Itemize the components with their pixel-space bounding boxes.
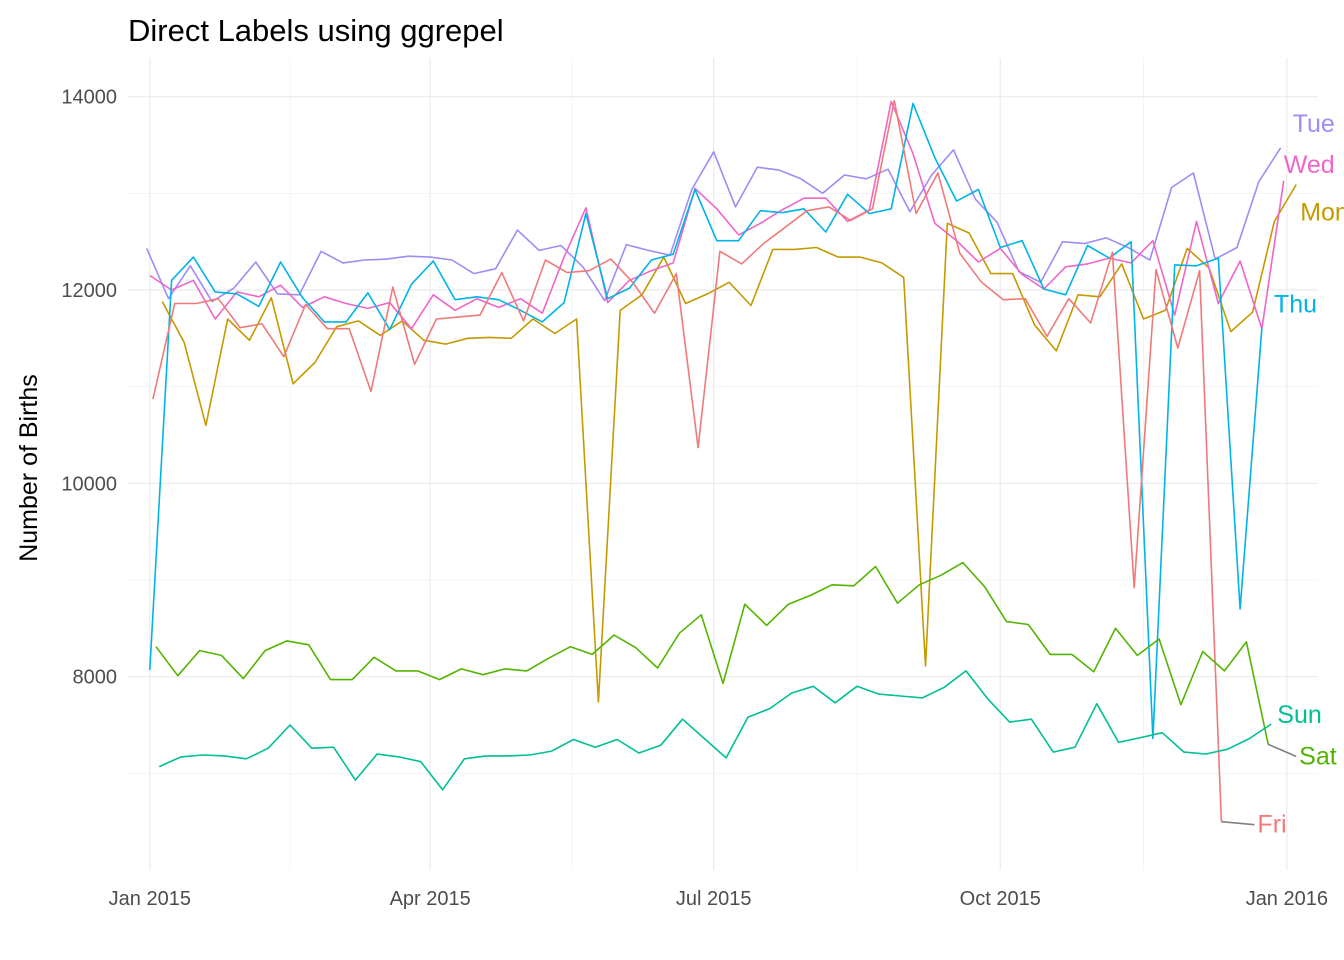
label-leader-fri [1221, 820, 1255, 826]
y-tick-label: 10000 [61, 473, 117, 495]
grid [128, 58, 1318, 870]
x-tick-label: Jan 2015 [109, 888, 191, 910]
label-leader-sat [1267, 743, 1297, 758]
series-label-fri: Fri [1257, 811, 1286, 839]
x-tick-label: Oct 2015 [960, 888, 1041, 910]
x-axis-ticks: Jan 2015 Apr 2015 Jul 2015 Oct 2015 Jan 2016 [109, 888, 1328, 910]
y-tick-label: 14000 [61, 87, 117, 109]
series-line-thu [149, 102, 1263, 740]
series-line-tue [145, 147, 1282, 303]
x-tick-label: Jul 2015 [676, 888, 752, 910]
series-label-tue: Tue [1293, 110, 1335, 138]
series-labels: Mon Tue Wed Thu Fri Sat Sun [1221, 110, 1344, 839]
y-tick-label: 12000 [61, 280, 117, 302]
series-label-sun: Sun [1277, 701, 1321, 729]
chart-title: Direct Labels using ggrepel [128, 13, 504, 48]
series-lines [145, 99, 1297, 822]
y-axis-label: Number of Births [15, 374, 43, 562]
series-line-sat [155, 561, 1269, 745]
series-label-sat: Sat [1299, 742, 1337, 770]
series-label-mon: Mon [1300, 199, 1344, 227]
series-label-wed: Wed [1284, 151, 1335, 179]
x-tick-label: Apr 2015 [390, 888, 471, 910]
series-line-mon [161, 184, 1297, 703]
series-label-thu: Thu [1274, 291, 1317, 319]
y-axis-ticks: 8000 10000 12000 14000 [61, 87, 117, 689]
y-tick-label: 8000 [73, 667, 118, 689]
series-line-wed [149, 100, 1285, 330]
series-line-sun [158, 670, 1272, 791]
series-line-fri [152, 99, 1223, 822]
x-tick-label: Jan 2016 [1246, 888, 1328, 910]
